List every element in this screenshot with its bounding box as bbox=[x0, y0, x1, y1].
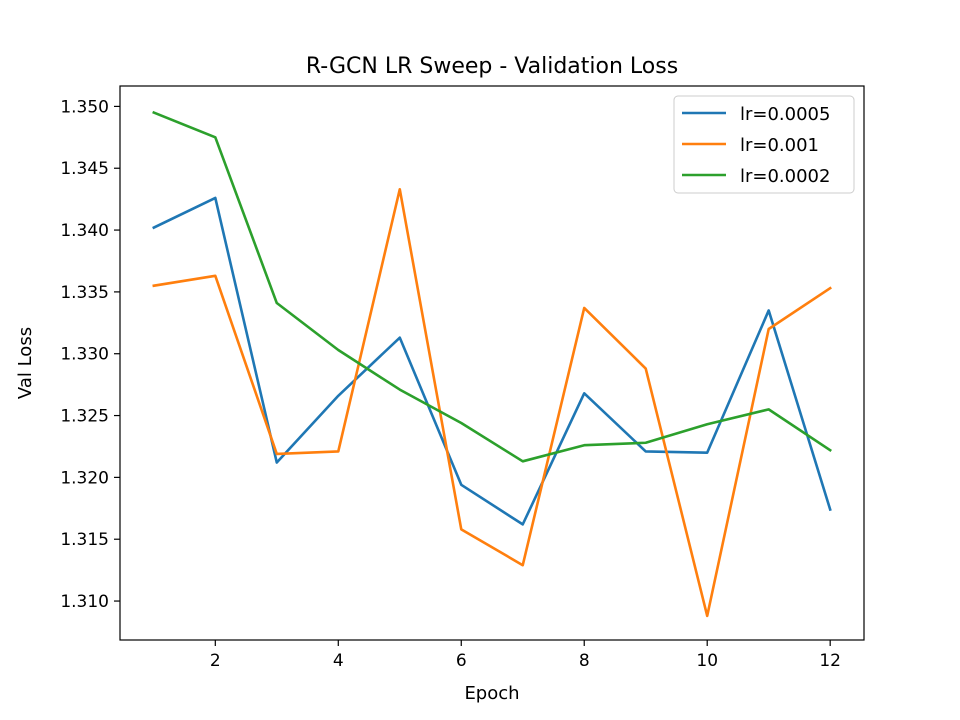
chart-title: R-GCN LR Sweep - Validation Loss bbox=[306, 54, 678, 79]
y-tick-label: 1.315 bbox=[60, 530, 109, 550]
series-line-3 bbox=[152, 110, 832, 463]
x-axis-ticks: 2 4 6 8 10 12 bbox=[210, 640, 841, 671]
x-axis-label: Epoch bbox=[464, 683, 519, 704]
y-axis-label: Val Loss bbox=[15, 327, 36, 399]
y-tick-label: 1.340 bbox=[60, 221, 109, 241]
y-tick-label: 1.310 bbox=[60, 592, 109, 612]
x-tick-label: 2 bbox=[210, 651, 221, 671]
y-tick-label: 1.350 bbox=[60, 97, 109, 117]
legend-label: lr=0.0005 bbox=[740, 104, 830, 125]
x-tick-label: 12 bbox=[819, 651, 841, 671]
legend-items: lr=0.0005 lr=0.001 lr=0.0002 bbox=[682, 104, 830, 187]
plot-frame bbox=[119, 85, 865, 641]
x-tick-label: 8 bbox=[579, 651, 590, 671]
y-tick-label: 1.325 bbox=[60, 407, 109, 427]
y-tick-label: 1.320 bbox=[60, 468, 109, 488]
y-tick-label: 1.345 bbox=[60, 159, 109, 179]
legend-label: lr=0.0002 bbox=[740, 166, 830, 187]
series-layer bbox=[152, 110, 832, 618]
series-line-2 bbox=[152, 187, 832, 618]
x-tick-label: 10 bbox=[696, 651, 718, 671]
x-tick-label: 6 bbox=[456, 651, 467, 671]
series-line-1 bbox=[152, 196, 832, 526]
y-tick-label: 1.330 bbox=[60, 345, 109, 365]
legend: lr=0.0005 lr=0.001 lr=0.0002 bbox=[673, 95, 855, 194]
y-tick-label: 1.335 bbox=[60, 283, 109, 303]
legend-box bbox=[673, 95, 855, 194]
y-axis-ticks: 1.310 1.315 1.320 1.325 1.330 1.335 1.340 1.345… bbox=[60, 97, 120, 612]
legend-label: lr=0.001 bbox=[740, 135, 819, 156]
x-tick-label: 4 bbox=[333, 651, 344, 671]
